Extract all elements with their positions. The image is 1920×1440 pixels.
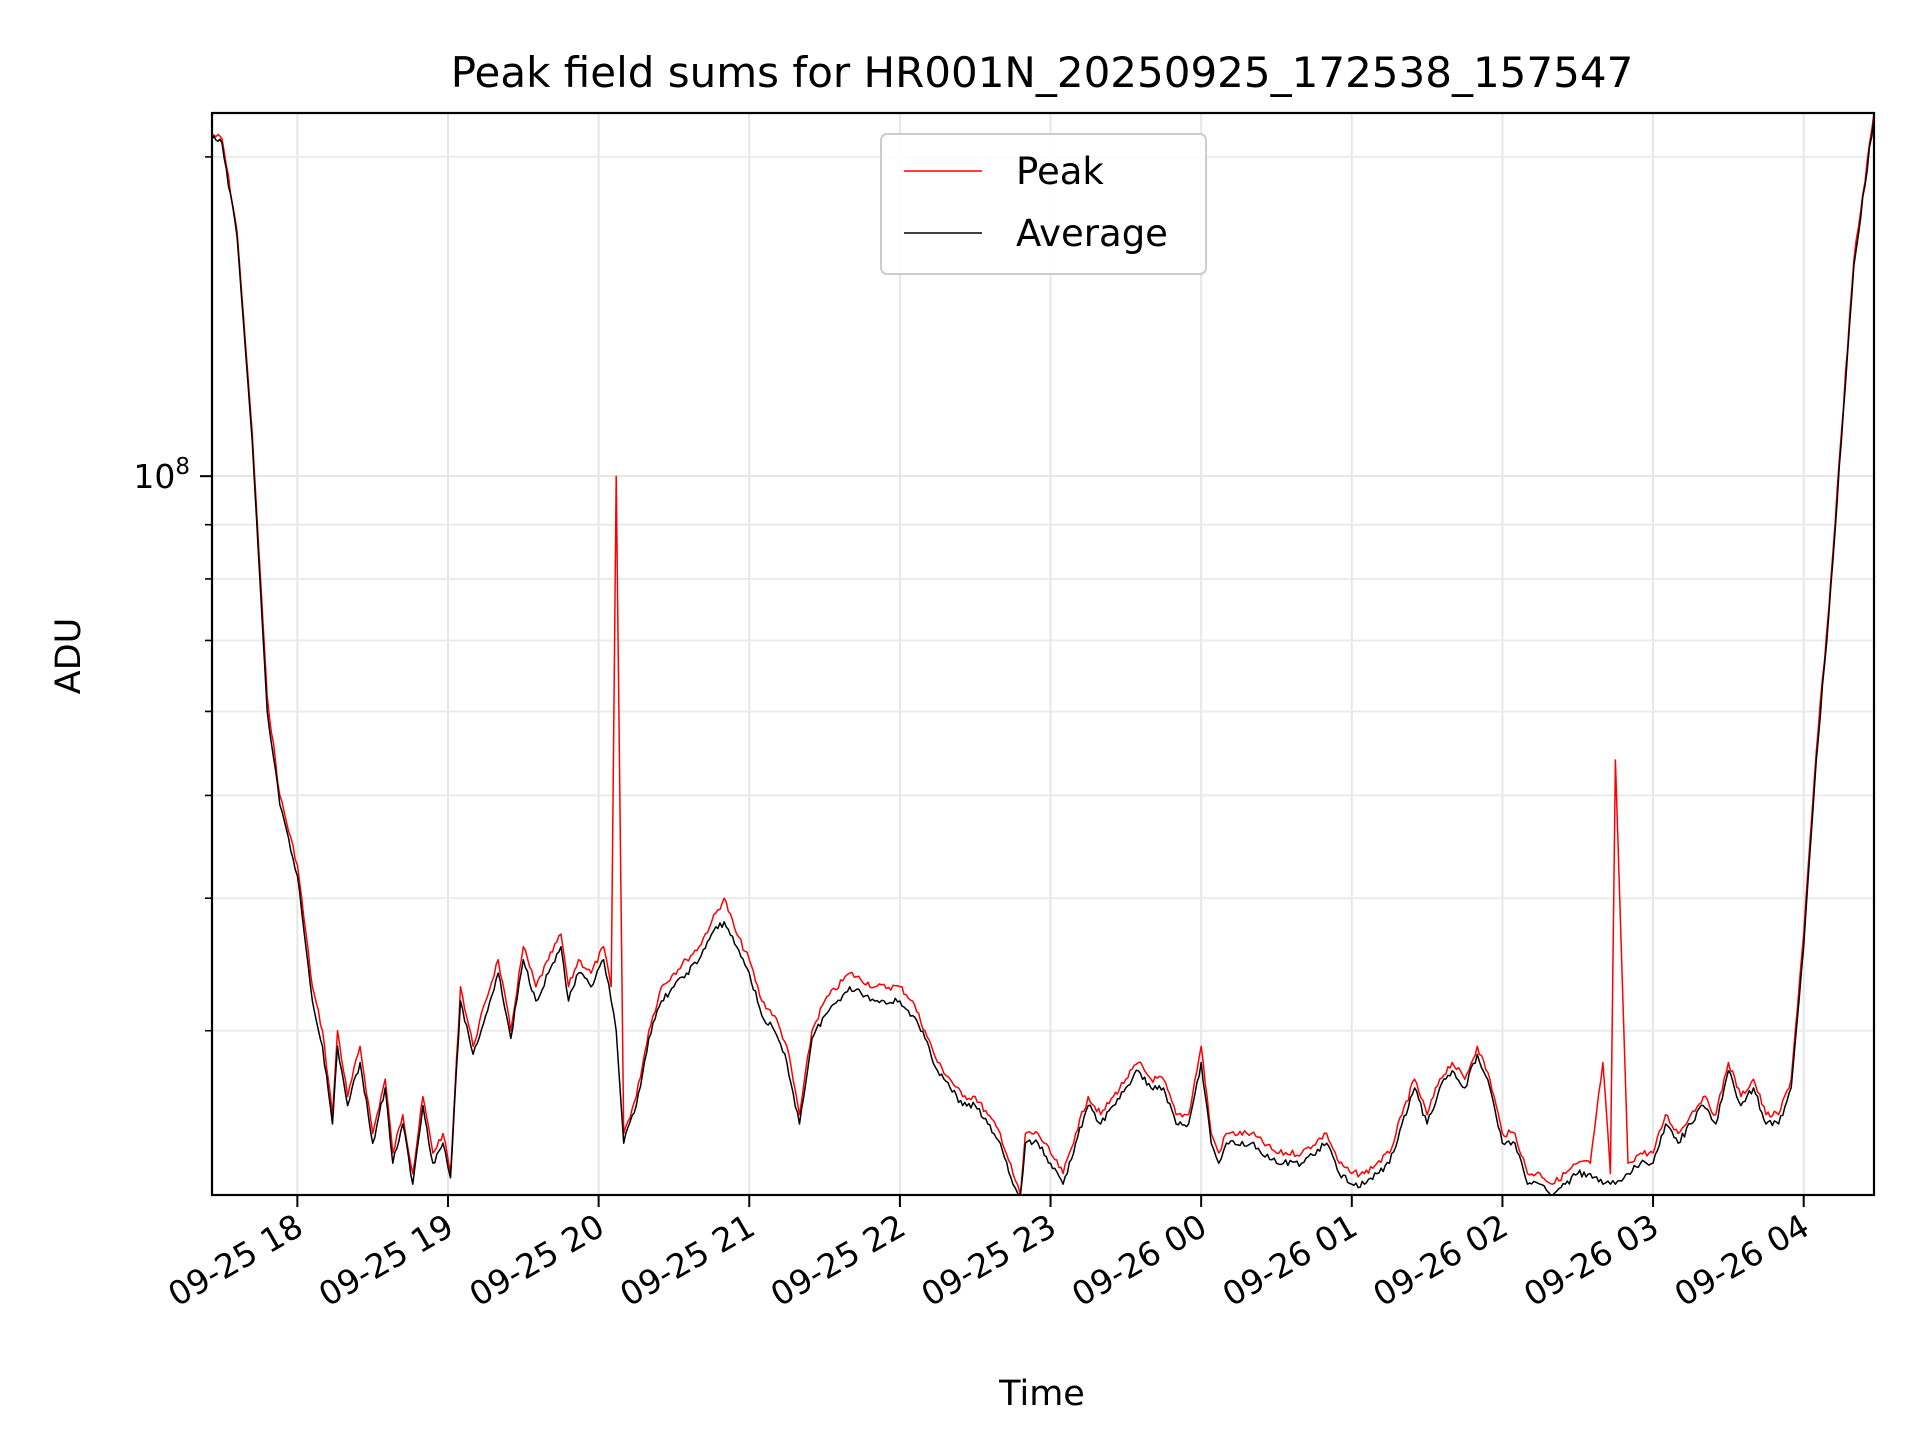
legend-box: [880, 133, 1207, 275]
series-layer: [211, 112, 1875, 1196]
legend-label-peak: Peak: [1016, 150, 1104, 193]
series-line-peak: [211, 112, 1875, 1196]
y-axis-title: ADU: [49, 618, 89, 695]
chart-title: Peak field sums for HR001N_20250925_1725…: [451, 48, 1634, 97]
y-tick-label: 108: [133, 454, 190, 496]
grid: [212, 113, 1874, 1195]
legend-label-average: Average: [1016, 212, 1168, 255]
x-axis-title: Time: [998, 1374, 1085, 1414]
legend: Peak Average: [880, 133, 1207, 275]
plot-area-frame: [210, 111, 1876, 1197]
y-axis: 108: [133, 156, 212, 1032]
series-line-average: [211, 117, 1875, 1196]
